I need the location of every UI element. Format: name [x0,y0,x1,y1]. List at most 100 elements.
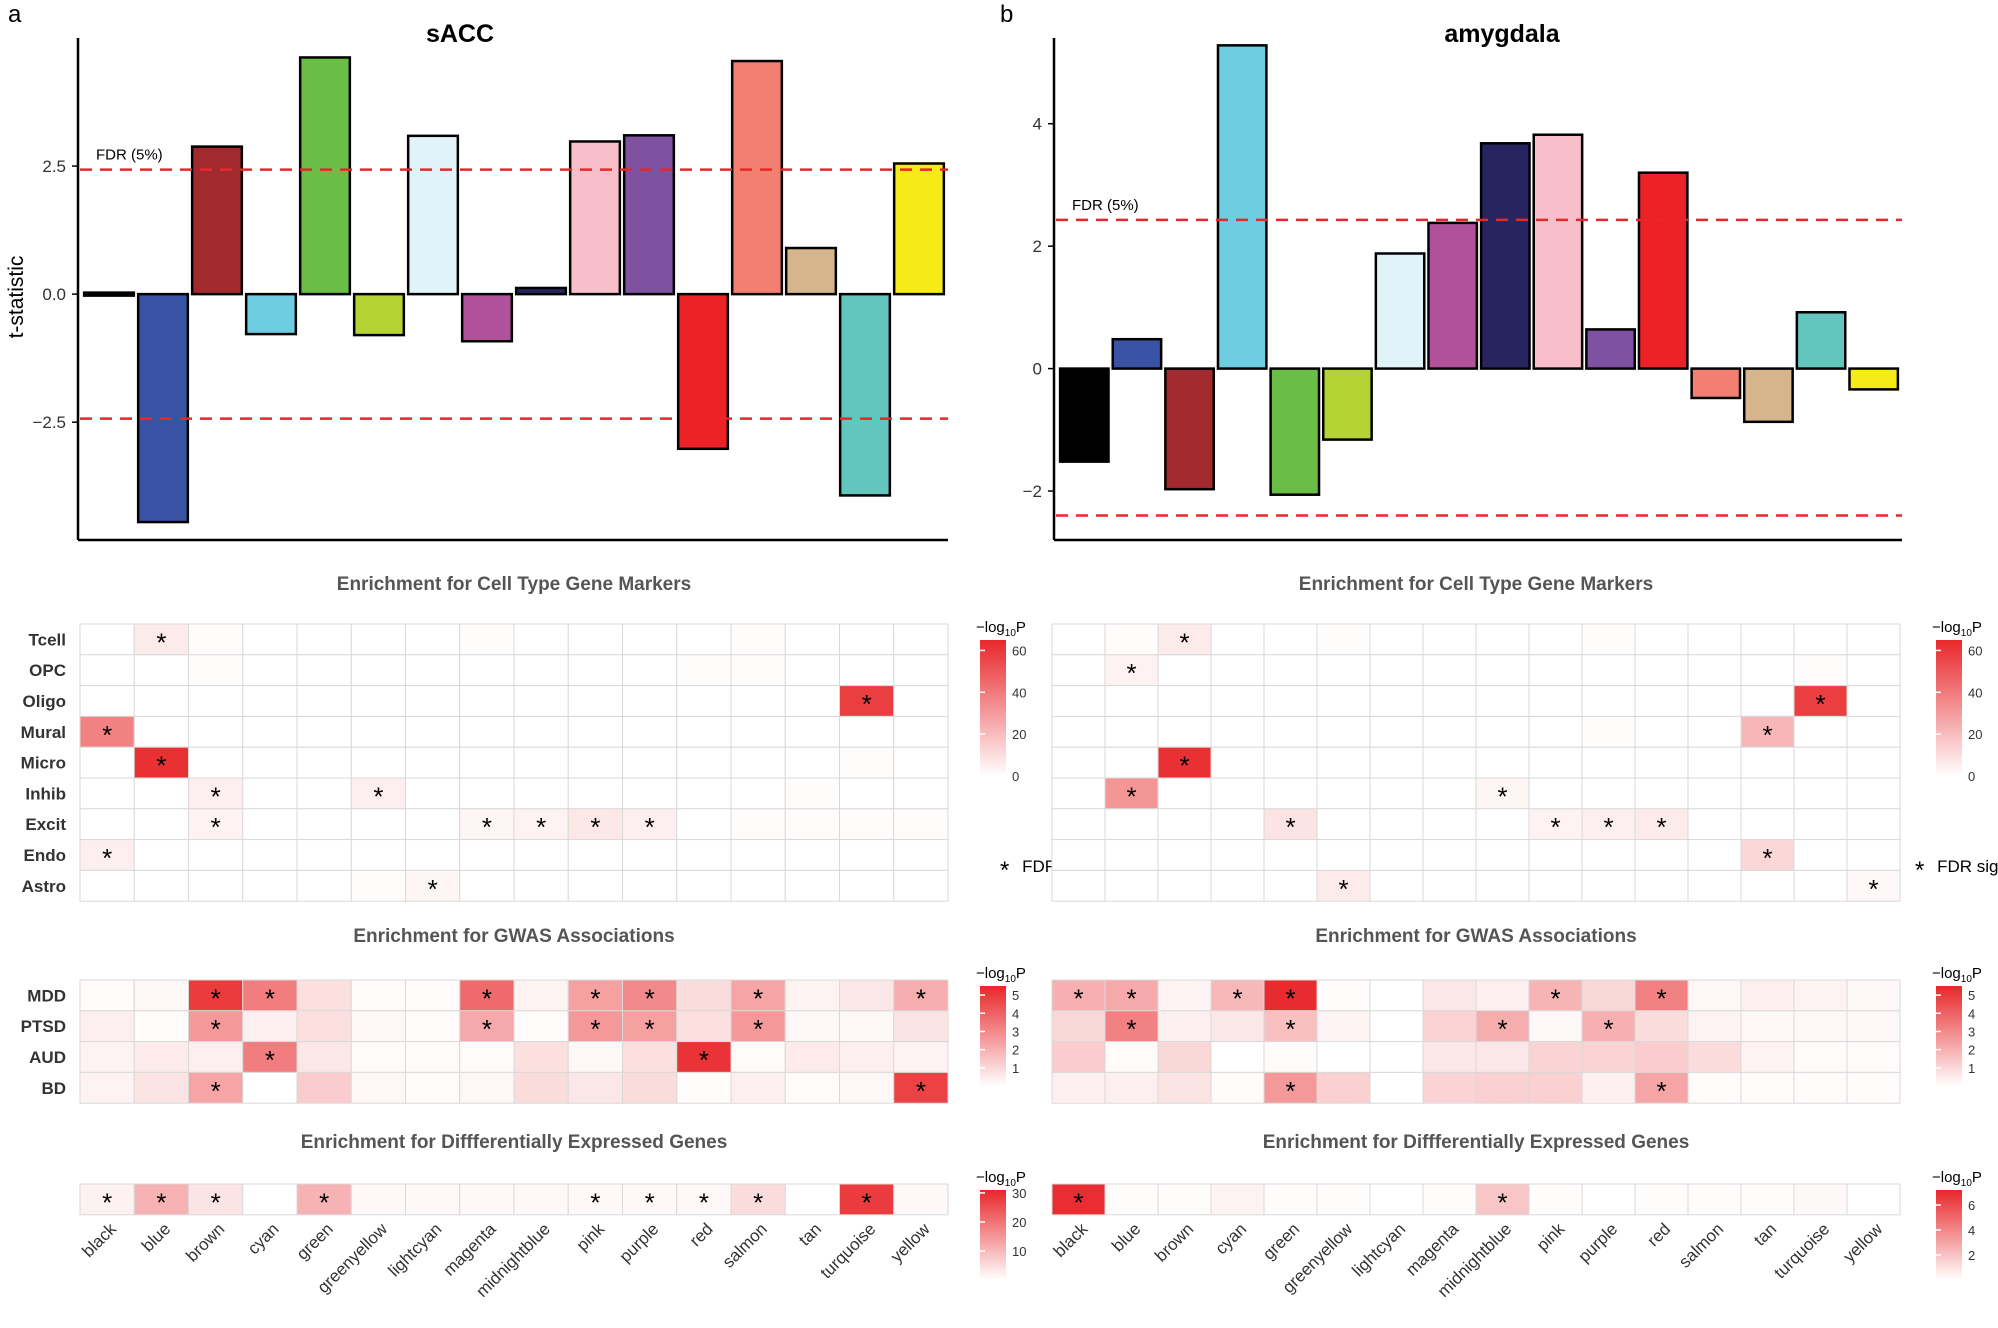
celltype-cell [567,839,623,871]
bar-yellow [1848,367,1900,391]
deg-cell [567,1183,623,1216]
celltype-cell [1793,623,1848,656]
panel-amygdala: b amygdala −2 0 2 4 FDR (5%) Enrichment for Cel… [1000,1,1998,1301]
gwas-cell [1634,979,1689,1012]
celltype-cell [405,685,461,717]
gwas-cell [133,1071,189,1104]
celltype-sig-star: * [645,812,655,842]
gwas-cell [1634,1010,1689,1043]
bar-magenta [1427,221,1479,370]
deg-cell [1793,1183,1848,1216]
module-label: blue [1108,1219,1144,1255]
gwas-title: Enrichment for GWAS Associations [1315,926,1636,947]
deg-cell [133,1183,189,1216]
celltype-cell [1422,746,1477,779]
gwas-cell [730,1010,786,1043]
celltype-cell [1581,777,1636,810]
bar-tan [1742,367,1794,424]
gwas-cell [350,979,406,1012]
gwas-cell [242,1010,298,1043]
gwas-cell [133,979,189,1012]
celltype-row-label: Tcell [29,630,66,649]
celltype-cell [1846,623,1901,656]
gwas-cell [1740,1041,1795,1073]
gwas-cell [1581,979,1636,1012]
celltype-sig-star: * [590,812,600,842]
module-label: pink [1533,1219,1569,1255]
gwas-cell [893,1071,949,1104]
celltype-cell [1263,777,1318,810]
celltype-cell [1369,715,1424,748]
celltype-cell [1210,746,1265,779]
celltype-cell [1316,808,1371,841]
legend-colorbar [980,1190,1006,1280]
celltype-cell [1475,777,1530,810]
celltype-cell [839,746,895,779]
gwas-cell [839,1071,895,1104]
gwas-cell [242,1041,298,1073]
bar-black [82,291,136,297]
celltype-cell [1528,685,1583,717]
gwas-sig-star: * [916,983,926,1013]
gwas-cell [784,979,840,1012]
gwas-cell [1263,1041,1318,1073]
legend-title: −log10P [976,1169,1026,1189]
deg-cell [839,1183,895,1216]
celltype-cell [1369,777,1424,810]
celltype-cell [513,623,569,656]
celltype-cell [1528,839,1583,871]
celltype-cell [1051,777,1106,810]
celltype-cell [567,685,623,717]
celltype-cell [133,623,189,656]
celltype-cell [1051,839,1106,871]
celltype-cell [1687,777,1742,810]
gwas-cell [405,1010,461,1043]
gwas-cell [676,1041,732,1073]
deg-cell [350,1183,406,1216]
celltype-cell [405,654,461,687]
celltype-cell [188,654,244,687]
celltype-cell [459,715,515,748]
deg-cell [1263,1183,1318,1216]
module-label: tan [795,1219,825,1249]
gwas-sig-star: * [1232,983,1242,1013]
gwas-cell [188,1041,244,1073]
bar-greenyellow [352,292,406,337]
bar-turquoise [838,292,892,497]
celltype-cell [622,777,678,810]
celltype-cell [1104,777,1159,810]
legend-colorbar [980,986,1006,1086]
celltype-cell [1422,715,1477,748]
celltype-cell [459,654,515,687]
gwas-cell [784,1041,840,1073]
gwas-cell [1793,1010,1848,1043]
celltype-cell [622,839,678,871]
celltype-cell [567,808,623,841]
gwas-sig-star: * [1603,1014,1613,1044]
celltype-cell [79,777,135,810]
celltype-cell [1475,623,1530,656]
celltype-cell [1793,654,1848,687]
celltype-cell [1475,715,1530,748]
celltype-cell [1528,808,1583,841]
celltype-cell [567,623,623,656]
celltype-cell [1263,839,1318,871]
celltype-cell [1369,869,1424,902]
celltype-cell [1846,654,1901,687]
legend-tick-label: 3 [1968,1024,1975,1039]
celltype-cell [405,777,461,810]
celltype-cell [1157,654,1212,687]
celltype-row-label: Excit [25,815,66,834]
celltype-cell [405,746,461,779]
celltype-cell [188,777,244,810]
celltype-sig-star: * [428,874,438,904]
celltype-cell [839,777,895,810]
celltype-cell [242,746,298,779]
celltype-cell [1316,715,1371,748]
y-tick-label: 0 [1033,360,1042,379]
celltype-cell [1369,685,1424,717]
celltype-cell [893,808,949,841]
gwas-sig-star: * [211,1076,221,1106]
celltype-cell [893,685,949,717]
gwas-cell [1157,979,1212,1012]
